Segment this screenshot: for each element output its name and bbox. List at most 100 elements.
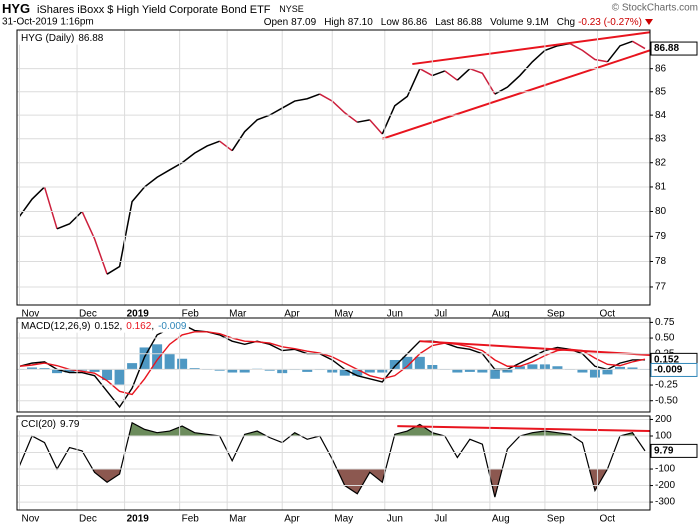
price-line [219,140,233,152]
price-line [81,211,108,275]
histogram-bar [364,369,375,373]
quote: Open 87.09 High 87.10 Low 86.86 Last 86.88 Volum… [264,17,642,28]
legend-label: MACD(12,26,9) [21,321,90,332]
histogram-bar [614,366,625,370]
x-tick-label: Sep [547,309,565,320]
legend-bg [19,319,189,333]
histogram-bar [214,369,225,371]
histogram-bar [377,369,388,373]
histogram-bar [514,366,525,370]
y-tick-label: 82 [655,157,667,168]
x-tick-label: Mar [229,309,247,320]
histogram-bar [339,369,350,376]
y-tick-label: -0.25 [655,380,678,391]
legend: HYG (Daily) 86.88 [21,33,104,44]
cci-fill [19,422,645,436]
x-tick-label: May [334,309,353,320]
value-box-label: 86.88 [654,43,679,54]
histogram-bar [164,353,175,370]
trendline [419,340,650,356]
price-line [369,119,383,135]
price-line [357,119,370,123]
histogram-bar [39,368,50,370]
histogram-bar [302,369,313,372]
y-tick-label: 83 [655,133,667,144]
price-line [606,40,633,63]
histogram-bar [602,369,613,375]
x-tick-label: Aug [492,309,510,320]
histogram-bar [27,367,38,370]
price-line [456,68,471,81]
y-tick-label: -100 [655,464,675,475]
x-tick-label: Jun [387,309,403,320]
price-line [469,67,496,95]
quote-label: Open [264,17,288,28]
histogram-bar [589,369,600,378]
x-tick-label: May [334,514,353,525]
histogram-bar [102,369,113,381]
y-tick-label: 0.75 [655,317,675,328]
x-tick-label: 2019 [127,514,150,525]
trendline [412,31,650,66]
quote-value: 87.10 [348,17,373,28]
watermark: © StockCharts.com [612,3,698,14]
y-tick-label: -300 [655,497,675,508]
price-line [432,70,446,77]
x-tick-label: Dec [79,514,97,525]
histogram-bar [239,369,250,373]
quote-label: Chg [557,17,575,28]
date: 31-Oct-2019 1:16pm [2,17,94,28]
symbol: HYG [2,1,30,16]
y-tick-label: 200 [655,414,672,425]
panel-border [16,29,651,306]
histogram-bar [389,359,400,370]
quote-label: Low [381,17,400,28]
y-tick-label: 80 [655,206,667,217]
price-line [56,210,83,230]
quote-value: 87.09 [291,17,316,28]
x-tick-label: Feb [182,309,200,320]
down-arrow [645,19,653,25]
panel-border [16,317,651,413]
legend-value: -0.009 [158,321,187,332]
price-line [106,140,220,275]
quote-value: 86.86 [402,17,427,28]
legend-separator: , [151,321,154,332]
histogram-bar [477,369,488,373]
legend-label: CCI(20) [21,419,56,430]
y-tick-label: 86 [655,63,667,74]
price-line [18,186,46,217]
x-tick-label: Oct [599,514,615,525]
histogram-bar [352,369,363,376]
value-box-label: 9.79 [654,446,674,457]
x-tick-label: Nov [22,309,40,320]
quote-label: High [324,17,345,28]
title-line: HYG iShares iBoxx $ High Yield Corporate… [2,1,304,16]
histogram-bar [89,369,100,372]
value-box [650,443,698,458]
x-tick-label: Jun [387,514,403,525]
x-tick-label: 2019 [127,309,150,320]
histogram-bar [627,367,638,370]
histogram-bar [489,369,500,379]
y-tick-label: 77 [655,282,667,293]
histogram-bar [52,369,63,374]
legend: MACD(12,26,9) 0.152, 0.162, -0.009 [21,321,187,332]
y-tick-label: 100 [655,431,672,442]
histogram-bar [452,369,463,373]
legend-label: HYG (Daily) [21,33,74,44]
legend-bg [19,417,82,431]
quote-value: 86.88 [457,17,482,28]
price-line [381,68,421,135]
y-tick-label: 81 [655,182,667,193]
x-tick-label: Nov [22,514,40,525]
y-tick-label: 0.50 [655,333,675,344]
exchange: NYSE [279,4,304,14]
histogram-bar [502,369,513,373]
histogram-bar [177,358,188,370]
x-tick-label: Apr [284,514,300,525]
trendline [397,425,650,433]
y-tick-label: 84 [655,110,667,121]
panel-border [16,415,651,511]
x-tick-label: Jul [434,514,447,525]
